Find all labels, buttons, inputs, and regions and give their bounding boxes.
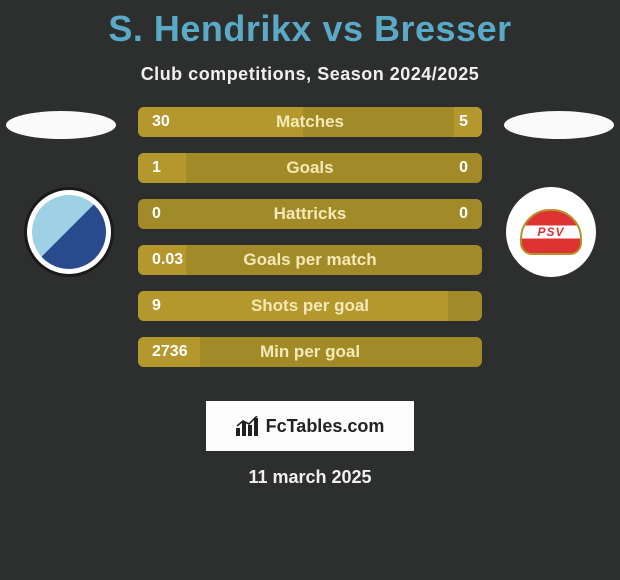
- stat-row: 9Shots per goal: [138, 291, 482, 321]
- stat-label: Min per goal: [200, 342, 420, 362]
- team-right-logo-text: PSV: [520, 209, 582, 255]
- branding-badge: FcTables.com: [206, 401, 414, 451]
- branding-label: FcTables.com: [266, 416, 385, 437]
- stat-row: 30Matches5: [138, 107, 482, 137]
- halo-left: [6, 111, 116, 139]
- stat-left-value: 30: [152, 113, 200, 131]
- stat-left-value: 0.03: [152, 251, 200, 269]
- stat-row: 1Goals0: [138, 153, 482, 183]
- stat-right-value: 0: [420, 159, 468, 177]
- halo-right: [504, 111, 614, 139]
- team-left-logo: [24, 187, 114, 277]
- stat-row: 0.03Goals per match: [138, 245, 482, 275]
- stat-right-value: 5: [420, 113, 468, 131]
- stat-label: Matches: [200, 112, 420, 132]
- chart-icon: [236, 416, 260, 436]
- stat-left-value: 0: [152, 205, 200, 223]
- stat-right-value: 0: [420, 205, 468, 223]
- page-subtitle: Club competitions, Season 2024/2025: [0, 64, 620, 85]
- comparison-chart: PSV 30Matches51Goals00Hattricks00.03Goal…: [0, 107, 620, 387]
- stat-label: Hattricks: [200, 204, 420, 224]
- date-label: 11 march 2025: [0, 467, 620, 488]
- stat-row: 0Hattricks0: [138, 199, 482, 229]
- stat-row: 2736Min per goal: [138, 337, 482, 367]
- stat-left-value: 2736: [152, 343, 200, 361]
- stat-rows: 30Matches51Goals00Hattricks00.03Goals pe…: [138, 107, 482, 367]
- team-right-logo: PSV: [506, 187, 596, 277]
- stat-left-value: 9: [152, 297, 200, 315]
- stat-label: Goals: [200, 158, 420, 178]
- stat-label: Shots per goal: [200, 296, 420, 316]
- stat-label: Goals per match: [200, 250, 420, 270]
- stat-left-value: 1: [152, 159, 200, 177]
- page-title: S. Hendrikx vs Bresser: [0, 0, 620, 50]
